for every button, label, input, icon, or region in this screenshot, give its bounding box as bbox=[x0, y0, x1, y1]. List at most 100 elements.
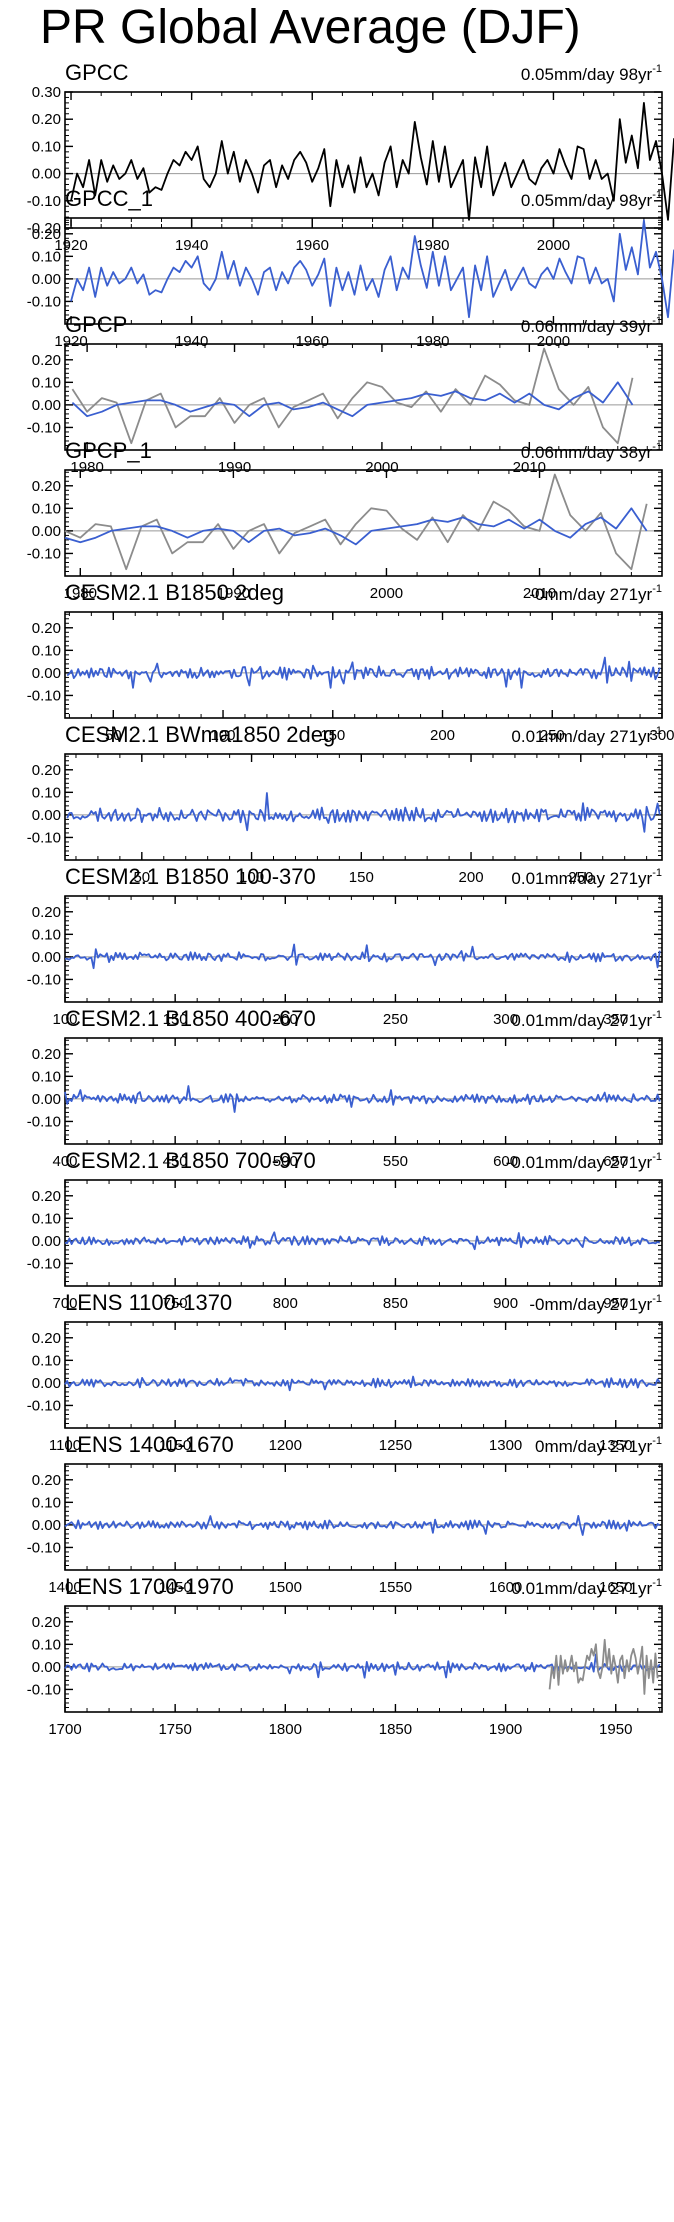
y-tick-label: 0.00 bbox=[32, 1233, 61, 1250]
chart-panel: CESM2.1 B1850 100-370 0.01mm/day 271yr-1 0… bbox=[27, 864, 663, 1028]
x-tick-label: 250 bbox=[540, 727, 565, 744]
chart-trend-label: -0mm/day 271yr-1 bbox=[529, 583, 662, 604]
x-tick-label: 300 bbox=[493, 1011, 518, 1028]
y-tick-label: 0.00 bbox=[32, 397, 61, 414]
y-tick-label: 0.00 bbox=[32, 1375, 61, 1392]
x-tick-label: 1850 bbox=[379, 1721, 412, 1738]
trend-superscript: -1 bbox=[652, 1151, 662, 1163]
x-tick-label: 1950 bbox=[599, 1721, 632, 1738]
y-tick-label: -0.10 bbox=[27, 419, 61, 436]
trend-superscript: -1 bbox=[652, 189, 662, 201]
y-tick-label: 0.00 bbox=[32, 523, 61, 540]
y-tick-label: 0.10 bbox=[32, 1636, 61, 1653]
x-tick-label: 350 bbox=[603, 1011, 628, 1028]
y-tick-label: 0.10 bbox=[32, 642, 61, 659]
x-tick-label: 150 bbox=[349, 869, 374, 886]
y-tick-label: 0.20 bbox=[32, 1614, 61, 1631]
y-tick-label: 0.00 bbox=[32, 1091, 61, 1108]
x-tick-label: 1100 bbox=[49, 1437, 81, 1454]
x-tick-label: 550 bbox=[383, 1153, 408, 1170]
y-tick-label: 0.00 bbox=[32, 1517, 61, 1534]
x-tick-label: 1980 bbox=[416, 237, 449, 254]
y-tick-label: -0.10 bbox=[27, 1113, 61, 1130]
x-tick-label: 100 bbox=[52, 1011, 77, 1028]
plot-frame bbox=[64, 1037, 663, 1145]
series-line-gray bbox=[64, 473, 648, 571]
y-tick-label: 0.10 bbox=[32, 1352, 61, 1369]
series-line-gray bbox=[71, 347, 634, 445]
x-tick-label: 1700 bbox=[48, 1721, 81, 1738]
chart-title: CESM2.1 B1850 100-370 bbox=[65, 864, 316, 889]
chart-title: GPCP bbox=[65, 312, 127, 337]
x-tick-label: 2000 bbox=[537, 237, 570, 254]
y-tick-label: -0.10 bbox=[27, 1397, 61, 1414]
x-tick-label: 500 bbox=[273, 1153, 298, 1170]
x-tick-label: 2000 bbox=[537, 333, 570, 350]
x-tick-label: 2010 bbox=[523, 585, 556, 602]
series-line-blue bbox=[66, 656, 661, 689]
x-tick-label: 850 bbox=[383, 1295, 408, 1312]
x-tick-label: 50 bbox=[105, 727, 122, 744]
series-line-blue bbox=[71, 381, 634, 418]
x-tick-label: 300 bbox=[649, 727, 674, 744]
x-tick-label: 2000 bbox=[365, 459, 398, 476]
x-tick-label: 2010 bbox=[513, 459, 546, 476]
chart-panel: CESM2.1 B1850 700-970 -0.01mm/day 271yr-1… bbox=[27, 1148, 663, 1312]
series-line-blue bbox=[64, 1515, 661, 1536]
x-tick-label: 1980 bbox=[64, 585, 97, 602]
x-tick-label: 650 bbox=[603, 1153, 628, 1170]
x-tick-label: 1450 bbox=[158, 1579, 191, 1596]
chart-title: LENS 1100-1370 bbox=[65, 1290, 232, 1315]
trend-superscript: -1 bbox=[652, 725, 662, 737]
y-tick-label: -0.10 bbox=[27, 687, 61, 704]
chart-panel: GPCP 0.06mm/day 39yr-1 0.20 0.10 0.00 -0.10 19… bbox=[27, 312, 663, 476]
x-tick-label: 1350 bbox=[599, 1437, 632, 1454]
x-tick-label: 950 bbox=[603, 1295, 628, 1312]
y-tick-label: -0.10 bbox=[27, 1681, 61, 1698]
x-tick-label: 250 bbox=[568, 869, 593, 886]
x-tick-label: 150 bbox=[163, 1011, 188, 1028]
trend-superscript: -1 bbox=[652, 441, 662, 453]
plot-frame bbox=[64, 753, 663, 861]
y-tick-label: 0.20 bbox=[32, 904, 61, 921]
y-tick-label: 0.10 bbox=[32, 1068, 61, 1085]
x-tick-label: 1250 bbox=[379, 1437, 412, 1454]
series-line-blue bbox=[64, 1085, 661, 1113]
y-tick-label: 0.00 bbox=[32, 807, 61, 824]
y-tick-label: 0.00 bbox=[32, 665, 61, 682]
y-tick-label: 0.20 bbox=[32, 1472, 61, 1489]
x-tick-label: 1400 bbox=[48, 1579, 81, 1596]
x-tick-label: 200 bbox=[430, 727, 455, 744]
chart-title: LENS 1700-1970 bbox=[65, 1574, 234, 1599]
x-tick-label: 200 bbox=[273, 1011, 298, 1028]
x-tick-label: 1990 bbox=[218, 459, 251, 476]
chart-title: LENS 1400-1670 bbox=[65, 1432, 234, 1457]
y-tick-label: 0.10 bbox=[32, 1210, 61, 1227]
chart-title: CESM2.1 BWma1850 2deg bbox=[65, 722, 335, 747]
trend-superscript: -1 bbox=[652, 583, 662, 595]
chart-panel: LENS 1700-1970 0.01mm/day 271yr-1 0.20 0.10… bbox=[27, 1574, 663, 1738]
trend-superscript: -1 bbox=[652, 315, 662, 327]
chart-trend-label: 0.06mm/day 38yr-1 bbox=[521, 441, 662, 462]
chart-trend-label: 0mm/day 271yr-1 bbox=[535, 1435, 662, 1456]
y-tick-label: 0.00 bbox=[32, 166, 61, 183]
x-tick-label: 1800 bbox=[269, 1721, 302, 1738]
x-tick-label: 1980 bbox=[70, 459, 103, 476]
series-line-blue bbox=[64, 507, 648, 546]
trend-superscript: -1 bbox=[652, 1577, 662, 1589]
chart-trend-label: -0.01mm/day 271yr-1 bbox=[506, 1151, 662, 1172]
chart-panel: GPCC 0.05mm/day 98yr-1 0.30 0.20 0.10 0.00 -0.… bbox=[27, 60, 674, 254]
x-tick-label: 50 bbox=[133, 869, 150, 886]
x-tick-label: 1940 bbox=[175, 333, 208, 350]
chart-title: GPCC bbox=[65, 60, 129, 85]
chart-trend-label: 0.01mm/day 271yr-1 bbox=[511, 1577, 662, 1598]
plot-frame bbox=[64, 217, 663, 325]
y-tick-label: 0.10 bbox=[32, 926, 61, 943]
y-tick-label: 0.20 bbox=[32, 620, 61, 637]
series-line-blue bbox=[70, 219, 674, 319]
y-tick-label: -0.10 bbox=[27, 829, 61, 846]
x-tick-label: 100 bbox=[239, 869, 264, 886]
x-tick-label: 600 bbox=[493, 1153, 518, 1170]
chart-trend-label: 0.01mm/day 271yr-1 bbox=[511, 725, 662, 746]
